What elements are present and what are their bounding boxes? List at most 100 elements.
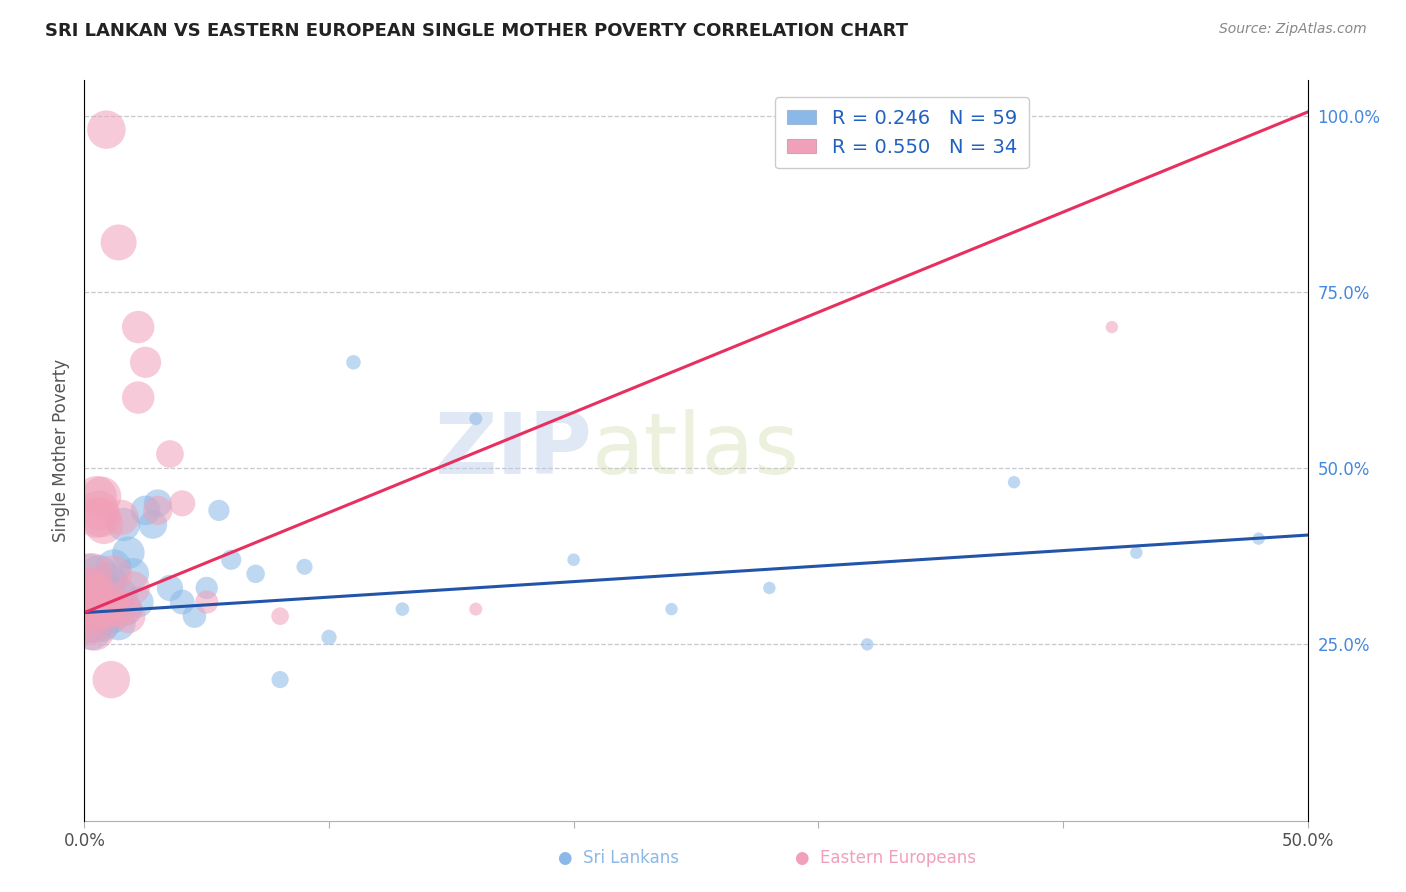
Point (86, 489, 108, 503)
Point (1002, 475, 1025, 490)
Point (93, 581, 115, 595)
Point (76, 595, 98, 609)
Point (80, 595, 103, 609)
Point (146, 496, 169, 510)
Point (294, 559, 316, 574)
Point (83, 602, 105, 616)
Point (100, 673, 122, 687)
Point (77, 566, 100, 581)
Point (80, 566, 103, 581)
Point (127, 595, 149, 609)
Point (76, 609, 98, 624)
Point (183, 609, 205, 624)
Point (76, 595, 98, 609)
Point (80, 602, 103, 616)
Text: atlas: atlas (592, 409, 800, 492)
Point (77, 602, 100, 616)
Text: ZIP: ZIP (434, 409, 592, 492)
Point (107, 235, 129, 250)
Point (245, 566, 267, 581)
Point (76, 609, 98, 624)
Point (142, 517, 165, 532)
Point (122, 566, 145, 581)
Point (758, 581, 780, 595)
Point (110, 510, 132, 524)
Legend: R = 0.246   N = 59, R = 0.550   N = 34: R = 0.246 N = 59, R = 0.550 N = 34 (776, 97, 1029, 169)
Point (172, 496, 194, 510)
Point (87, 588, 110, 602)
Text: ●  Eastern Europeans: ● Eastern Europeans (796, 849, 976, 867)
Point (86, 595, 108, 609)
Point (77, 616, 100, 631)
Point (86, 581, 108, 595)
Point (269, 609, 291, 624)
Point (93, 602, 115, 616)
Point (105, 595, 128, 609)
Point (103, 559, 125, 574)
Point (159, 447, 181, 461)
Point (146, 503, 169, 517)
Point (77, 588, 100, 602)
Point (105, 602, 128, 616)
Point (195, 595, 218, 609)
Point (112, 517, 135, 532)
Point (112, 602, 135, 616)
Point (391, 602, 413, 616)
Point (219, 553, 242, 567)
Text: ●  Sri Lankans: ● Sri Lankans (558, 849, 679, 867)
Point (562, 553, 585, 567)
Point (87, 566, 110, 581)
Point (135, 503, 157, 517)
Point (661, 602, 683, 616)
Point (1247, 532, 1270, 546)
Point (90, 510, 112, 524)
Point (856, 637, 879, 651)
Point (86, 510, 108, 524)
Point (195, 581, 218, 595)
Point (77, 616, 100, 631)
Point (1101, 320, 1123, 334)
Point (97, 595, 120, 609)
Point (86, 609, 108, 624)
Point (127, 391, 149, 405)
Text: SRI LANKAN VS EASTERN EUROPEAN SINGLE MOTHER POVERTY CORRELATION CHART: SRI LANKAN VS EASTERN EUROPEAN SINGLE MO… (45, 22, 908, 40)
Point (83, 588, 105, 602)
Point (464, 411, 486, 425)
Point (318, 630, 340, 644)
Point (96, 122, 118, 136)
Point (117, 609, 139, 624)
Point (80, 609, 103, 624)
Point (127, 320, 149, 334)
Point (83, 616, 105, 631)
Point (96, 602, 118, 616)
Point (90, 616, 112, 631)
Point (90, 489, 112, 503)
Point (97, 574, 120, 588)
Point (96, 595, 118, 609)
Point (135, 355, 157, 369)
Point (1125, 546, 1147, 560)
Point (100, 609, 122, 624)
Point (464, 602, 486, 616)
Point (83, 624, 105, 638)
Point (76, 581, 98, 595)
Point (103, 566, 125, 581)
Point (107, 616, 129, 631)
Point (110, 588, 132, 602)
Point (172, 595, 194, 609)
Text: Source: ZipAtlas.com: Source: ZipAtlas.com (1219, 22, 1367, 37)
Point (159, 581, 181, 595)
Point (80, 624, 103, 638)
Point (269, 673, 291, 687)
Point (97, 602, 120, 616)
Point (117, 546, 139, 560)
Point (87, 602, 110, 616)
Y-axis label: Single Mother Poverty: Single Mother Poverty (52, 359, 70, 542)
Point (90, 588, 112, 602)
Point (87, 503, 110, 517)
Point (115, 602, 138, 616)
Point (80, 581, 103, 595)
Point (76, 581, 98, 595)
Point (342, 355, 364, 369)
Point (80, 588, 103, 602)
